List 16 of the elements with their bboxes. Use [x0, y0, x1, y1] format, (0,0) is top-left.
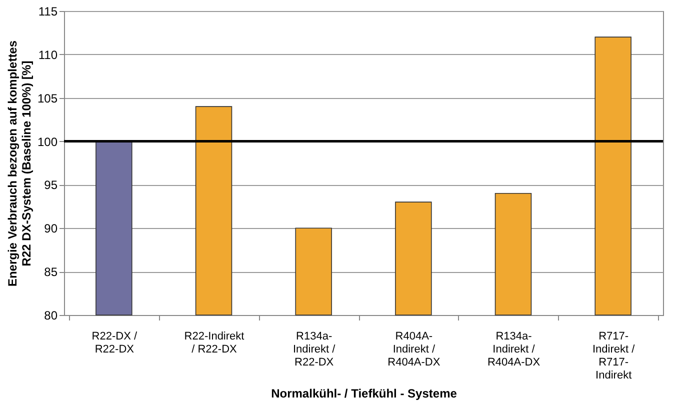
- x-tick-label: R404A- Indirekt / R404A-DX: [388, 330, 441, 368]
- x-tick-label: R134a- Indirekt / R404A-DX: [487, 330, 541, 368]
- y-tick-label: 115: [38, 4, 58, 18]
- x-tick-label: R22-DX / R22-DX: [92, 330, 138, 356]
- y-axis-title: Energie Verbrauch bezogen auf komplettes R22 DX-System (Baseline 100%) [%]: [5, 40, 34, 287]
- y-tick-label: 80: [44, 308, 58, 322]
- y-tick-label: 90: [44, 222, 58, 236]
- x-axis-title: Normalkühl- / Tiefkühl - Systeme: [271, 386, 458, 400]
- x-tick-label: R22-Indirekt / R22-DX: [184, 330, 244, 356]
- y-tick-label: 110: [38, 48, 58, 62]
- y-tick-label: 105: [37, 91, 58, 106]
- y-tick-label: 95: [44, 178, 58, 192]
- x-tick-label: R717- Indirekt / R717- Indirekt: [592, 330, 636, 382]
- y-tick-label: 100: [37, 134, 58, 149]
- x-tick-label: R134a- Indirekt / R22-DX: [292, 330, 336, 368]
- y-tick-label: 85: [44, 265, 58, 280]
